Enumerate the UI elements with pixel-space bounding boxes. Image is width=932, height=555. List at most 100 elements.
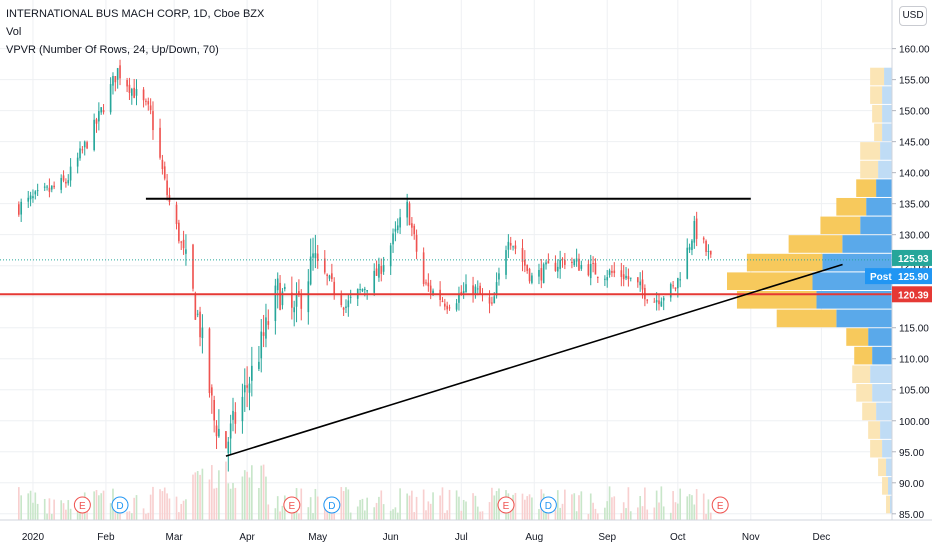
volume-bar: [380, 490, 383, 520]
volume-bar: [175, 496, 178, 520]
candle-body: [528, 268, 531, 282]
volume-bar: [408, 495, 411, 520]
volume-bar: [646, 509, 649, 520]
volume-bar: [232, 482, 234, 520]
candle-body: [149, 105, 152, 111]
volume-bar: [307, 507, 310, 520]
x-tick-label: Feb: [97, 532, 115, 543]
volume-bar: [474, 495, 477, 520]
volume-bar: [479, 511, 481, 520]
volume-bar: [493, 495, 496, 520]
marker-circle: [73, 496, 91, 514]
volume-bar: [251, 465, 253, 520]
volume-profile-down-bar: [788, 235, 843, 253]
volume-profile-down-bar: [860, 160, 879, 179]
candle-body: [300, 293, 303, 309]
volume-bar: [163, 487, 166, 520]
earnings-marker[interactable]: E: [711, 496, 729, 514]
volume-profile-up-bar: [882, 439, 892, 458]
volume-bar: [48, 498, 51, 520]
candle-body: [538, 269, 540, 277]
candle-body: [432, 290, 434, 295]
candle-body: [67, 180, 70, 184]
volume-profile-up-bar: [872, 384, 892, 402]
volume-bar: [556, 490, 559, 520]
candle-body: [359, 289, 361, 291]
earnings-marker[interactable]: E: [73, 496, 91, 514]
volume-bar: [166, 493, 168, 520]
volume-bar: [18, 487, 20, 520]
candle-body: [135, 89, 138, 96]
candle-body: [573, 260, 576, 266]
volume-bar: [349, 512, 352, 520]
volume-bar: [571, 494, 573, 520]
volume-bar: [180, 503, 183, 520]
volume-bar: [406, 493, 408, 520]
volume-bar: [627, 487, 630, 520]
volume-bar: [347, 489, 350, 520]
candle-body: [265, 317, 267, 339]
candle-body: [309, 256, 312, 285]
candle-body: [213, 399, 215, 421]
candle-body: [580, 265, 583, 269]
candle-body: [81, 149, 84, 151]
candle-body: [622, 274, 625, 280]
volume-profile-up-bar: [836, 309, 892, 328]
currency-button[interactable]: USD: [899, 6, 927, 26]
dividend-marker[interactable]: D: [539, 496, 557, 514]
candle-body: [479, 285, 481, 295]
volume-bar: [109, 503, 112, 520]
volume-bar: [100, 493, 103, 520]
candle-body: [495, 282, 498, 296]
candle-body: [180, 241, 183, 243]
marker-label: E: [289, 501, 296, 512]
volume-indicator-label[interactable]: Vol: [6, 26, 22, 38]
candle-body: [380, 266, 383, 274]
volume-profile-up-bar: [876, 402, 892, 421]
volume-bar: [465, 501, 467, 520]
candle-body: [248, 383, 251, 393]
volume-bar: [521, 493, 524, 520]
volume-bar: [455, 490, 458, 520]
candle-body: [185, 249, 187, 254]
candle-body: [241, 396, 244, 422]
volume-bar: [526, 496, 529, 520]
candle-body: [178, 222, 180, 242]
marker-label: E: [503, 501, 510, 512]
candle-body: [542, 264, 545, 284]
dividend-marker[interactable]: D: [323, 496, 341, 514]
candle-body: [462, 291, 465, 294]
volume-bar: [528, 494, 531, 520]
candle-body: [283, 286, 286, 290]
candle-body: [443, 303, 446, 307]
volume-bar: [625, 508, 627, 520]
price-tag-label: 120.39: [898, 290, 929, 301]
candle-body: [620, 270, 623, 277]
candle-body: [95, 119, 98, 124]
candle-body: [347, 300, 350, 308]
candle-body: [707, 250, 710, 252]
volume-bar: [258, 487, 260, 520]
volume-profile-down-bar: [874, 123, 883, 142]
symbol-title[interactable]: INTERNATIONAL BUS MACH CORP, 1D, Cboe BZ…: [6, 8, 265, 20]
marker-label: D: [545, 501, 552, 512]
volume-bar: [669, 512, 672, 520]
candle-body: [98, 111, 100, 122]
volume-bar: [265, 476, 267, 520]
candle-body: [147, 101, 150, 105]
volume-bar: [411, 490, 413, 520]
earnings-marker[interactable]: E: [283, 496, 301, 514]
drawing-lines[interactable]: [0, 197, 892, 457]
candle-body: [274, 285, 277, 322]
volume-bar: [29, 490, 32, 520]
volume-bar: [608, 486, 611, 520]
earnings-marker[interactable]: E: [497, 496, 515, 514]
volume-profile-up-bar: [870, 365, 892, 384]
vpvr-indicator-label[interactable]: VPVR (Number Of Rows, 24, Up/Down, 70): [6, 44, 219, 56]
dividend-marker[interactable]: D: [111, 496, 129, 514]
volume-bar: [422, 489, 425, 520]
x-tick-label: Apr: [239, 532, 255, 543]
